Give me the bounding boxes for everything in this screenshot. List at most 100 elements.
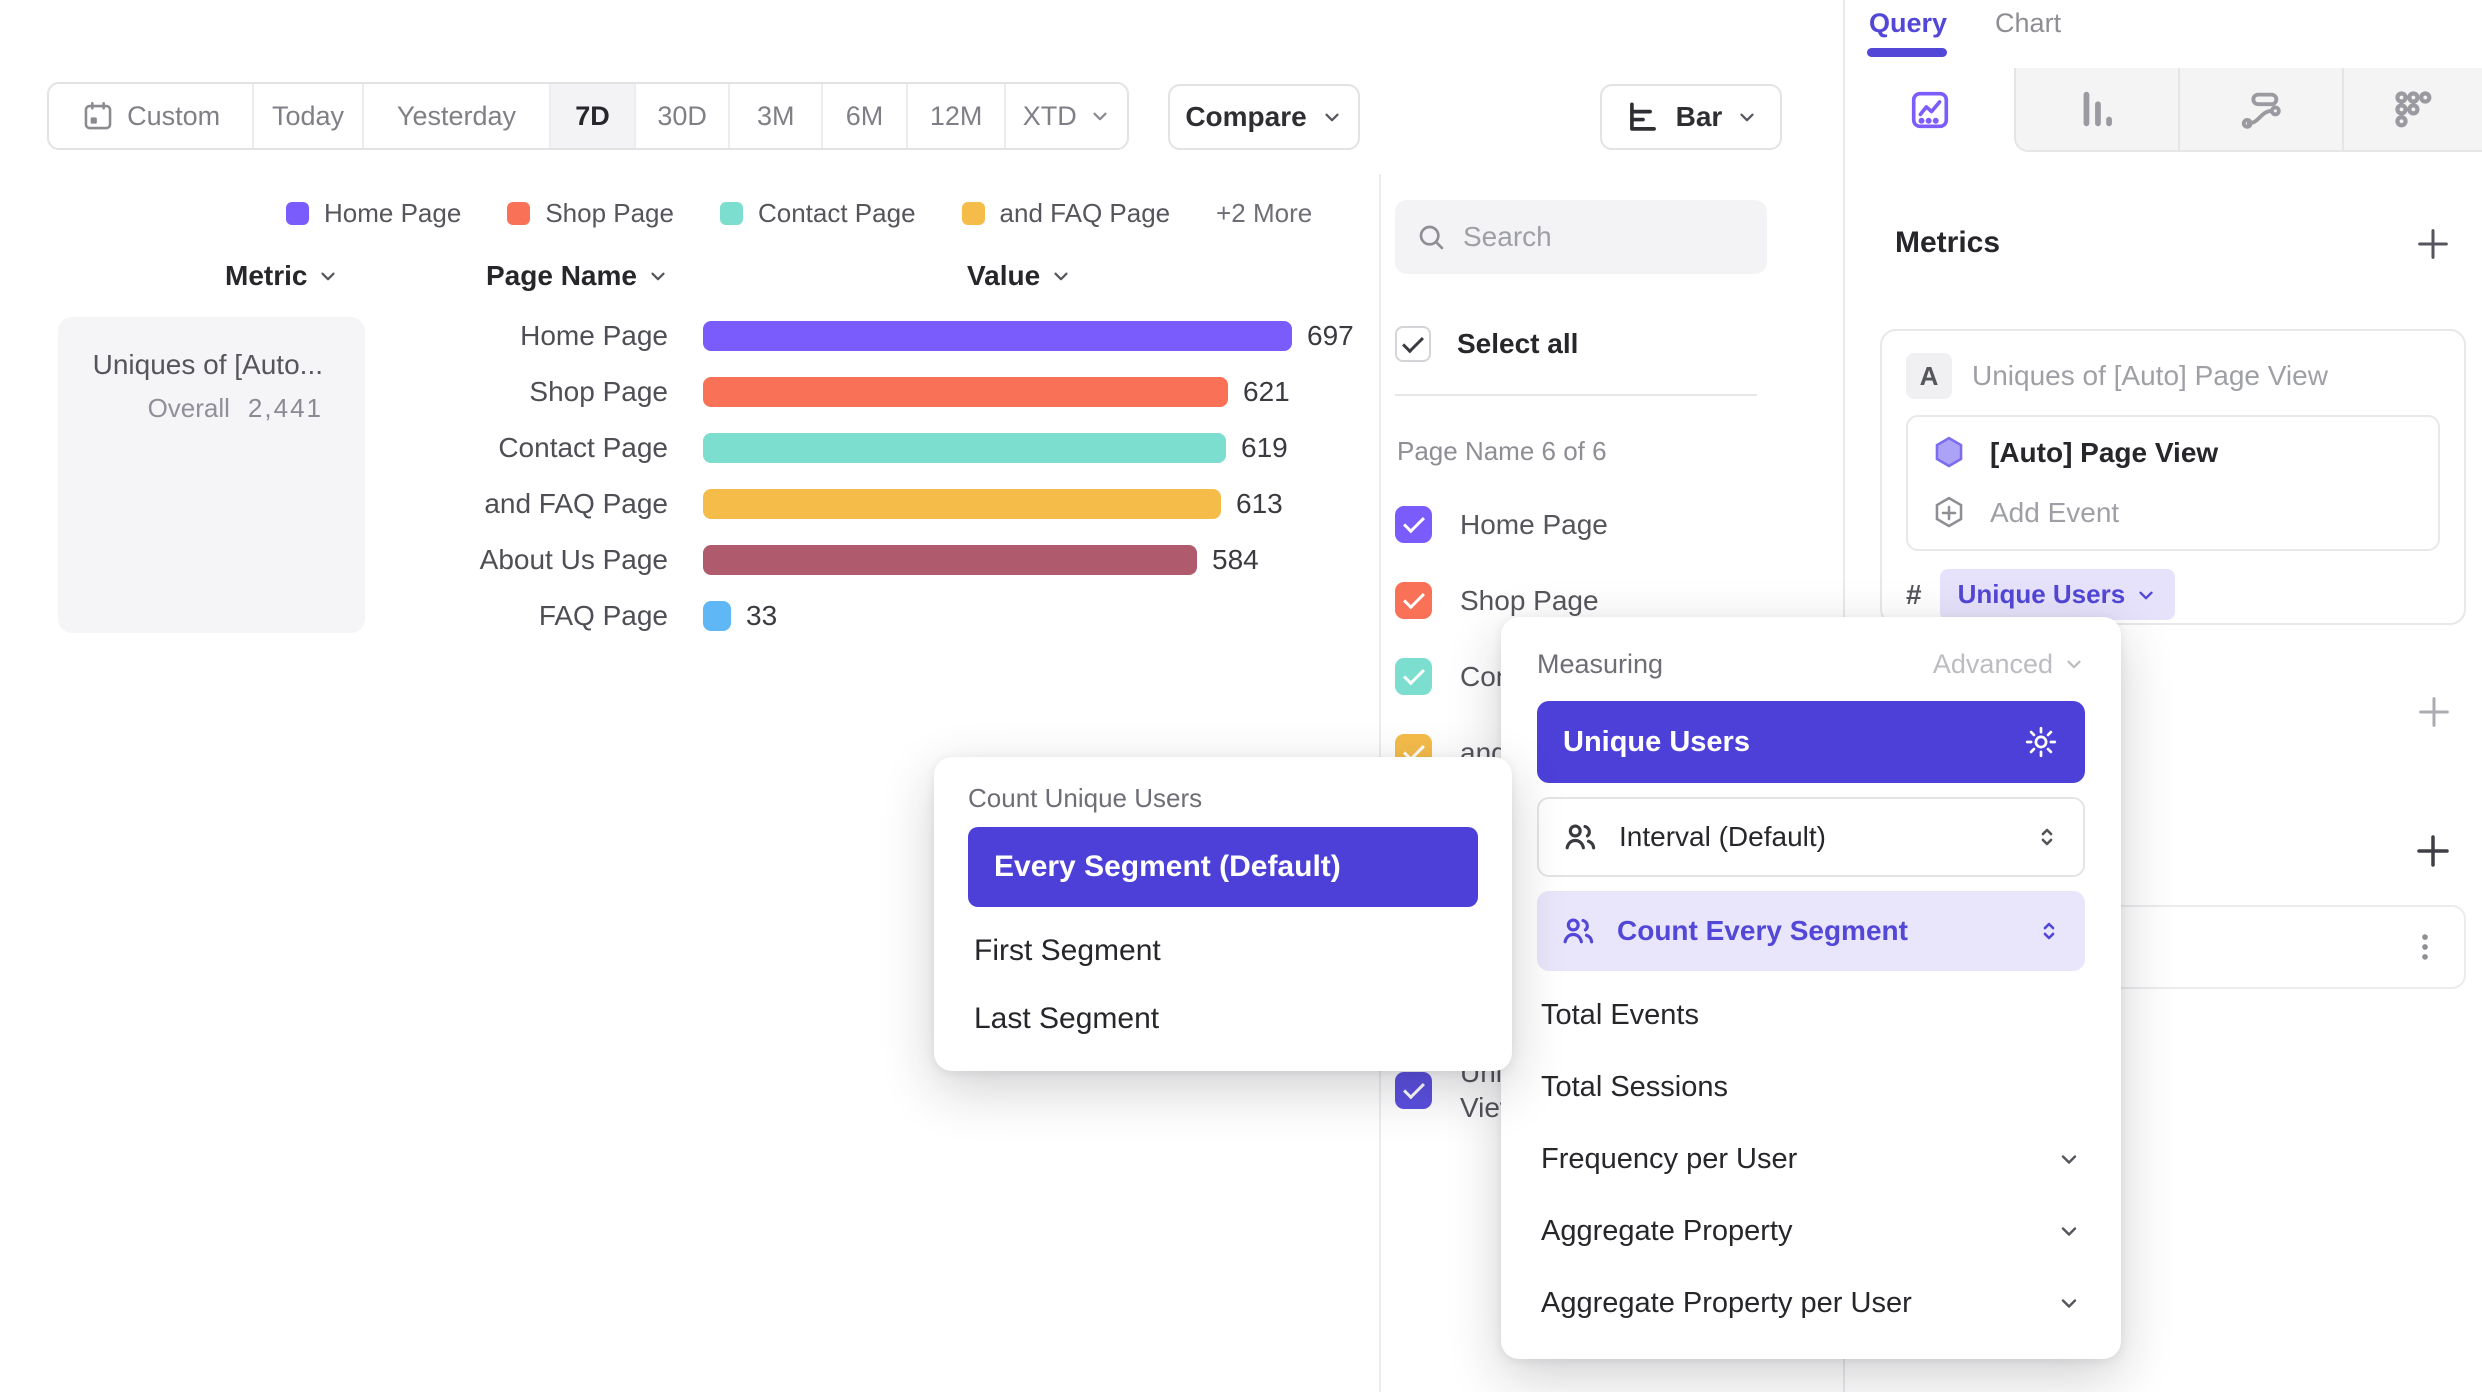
metric-title-row[interactable]: A Uniques of [Auto] Page View [1906,353,2440,399]
retention-icon [2395,91,2432,128]
legend-swatch [719,201,743,225]
checkbox[interactable] [1395,505,1432,543]
segment-option-first-segment[interactable]: First Segment [974,934,1161,967]
legend-swatch [286,201,309,225]
bar-category-label: Shop Page [529,376,668,407]
measuring-option-count-every-segment[interactable]: Count Every Segment [1537,891,2085,971]
legend-item[interactable]: Home Page [286,198,461,229]
count-unique-users-popup: Count Unique Users Every Segment (Defaul… [934,757,1512,1071]
bar[interactable] [703,601,731,631]
measuring-popup-header: Measuring Advanced [1537,647,2085,681]
date-range-yesterday[interactable]: Yesterday [364,84,552,148]
legend-swatch [507,201,531,225]
chevron-down-icon [2067,660,2081,669]
segment-option-every-segment-default-[interactable]: Every Segment (Default) [968,827,1478,907]
measuring-option-interval-default-[interactable]: Interval (Default) [1537,797,2085,877]
bar-category-label: About Us Page [479,544,668,575]
date-range-12m[interactable]: 12M [908,84,1007,148]
checkbox[interactable] [1395,657,1432,695]
metric-card-title: Uniques of [Auto... [92,349,323,380]
filter-item-home-page[interactable]: Home Page [1395,486,1825,562]
add-filter-button[interactable] [2414,692,2454,732]
aggregation-dropdown[interactable]: Unique Users [1939,569,2176,620]
checkbox[interactable] [1395,1071,1432,1109]
bar-category-label: Home Page [520,320,668,351]
legend-item[interactable]: and FAQ Page [961,198,1170,229]
legend-item[interactable]: Contact Page [719,198,916,229]
gear-icon[interactable] [2023,724,2059,760]
chevron-down-icon [2061,1155,2077,1164]
event-row[interactable]: [Auto] Page View [1930,433,2416,473]
measuring-option-total-events[interactable]: Total Events [1541,998,1699,1031]
bar[interactable] [703,545,1197,575]
date-range-30d[interactable]: 30D [636,84,731,148]
bar-category-label: and FAQ Page [484,488,668,519]
bar-category-label: FAQ Page [538,600,668,631]
people-icon [1563,918,1594,944]
bar-row: About Us Page 584 [380,532,1400,588]
metric-card[interactable]: Uniques of [Auto... Overall 2,441 [58,317,365,633]
chevron-down-icon [1093,112,1107,121]
legend-more[interactable]: +2 More [1216,197,1313,228]
segment-option-last-segment[interactable]: Last Segment [974,1002,1160,1035]
date-range-7d[interactable]: 7D [551,84,636,148]
bar[interactable] [703,433,1226,463]
horizontal-bar-chart-icon [1629,102,1656,131]
bar[interactable] [703,489,1221,519]
bar-value: 613 [1236,488,1283,519]
tab-chart[interactable]: Chart [1995,8,2062,38]
tab-flows[interactable] [2178,68,2342,152]
checkbox[interactable] [1395,581,1432,619]
plus-icon [2417,835,2449,867]
date-range-3m[interactable]: 3M [730,84,824,148]
measuring-option-frequency-per-user[interactable]: Frequency per User [1537,1123,2085,1195]
date-range-custom[interactable]: Custom [49,84,255,148]
measuring-option-total-sessions[interactable]: Total Sessions [1541,1070,1728,1103]
search-input[interactable] [1463,221,1713,253]
bar[interactable] [703,377,1228,407]
chevron-down-icon [2139,591,2153,599]
measuring-option-aggregate-property[interactable]: Aggregate Property [1537,1195,2085,1267]
compare-label: Compare [1185,101,1307,132]
bar-value: 697 [1307,320,1354,351]
number-type-icon: # [1906,578,1922,610]
filter-section-label: Page Name 6 of 6 [1397,436,1607,466]
add-event-hexagon-icon [1935,496,1963,528]
calendar-icon [84,101,112,130]
tab-funnels[interactable] [2014,68,2178,152]
bar-row: Home Page 697 [380,308,1400,364]
date-range-today[interactable]: Today [254,84,364,148]
chevron-down-icon [321,272,336,281]
date-range-toolbar: Custom Today Yesterday 7D 30D 3M 6M 12M XTD [47,82,1129,150]
legend-swatch [961,201,985,225]
select-all-row[interactable]: Select all [1395,326,1578,362]
chevron-down-icon [1740,113,1754,122]
tab-query[interactable]: Query [1866,8,1948,65]
column-header-value[interactable]: Value [967,260,1072,292]
bar-value: 619 [1241,432,1288,463]
people-icon [1565,824,1596,850]
measuring-option-aggregate-property-per-user[interactable]: Aggregate Property per User [1537,1267,2085,1339]
column-header-metric[interactable]: Metric [225,260,339,292]
filter-item-shop-page[interactable]: Shop Page [1395,562,1825,638]
legend-item[interactable]: Shop Page [507,198,674,229]
select-all-checkbox[interactable] [1395,326,1431,362]
add-metric-button[interactable] [2413,224,2453,264]
bar[interactable] [703,321,1292,351]
date-range-xtd[interactable]: XTD [1006,84,1127,148]
chart-type-button[interactable]: Bar [1600,84,1782,150]
column-header-page-name[interactable]: Page Name [486,260,669,292]
tab-insights[interactable] [1845,68,2014,152]
more-options-icon[interactable] [2408,930,2442,964]
tab-retention[interactable] [2342,68,2482,152]
chevron-down-icon [651,272,665,281]
compare-button[interactable]: Compare [1168,84,1360,150]
bar-category-label: Contact Page [498,432,668,463]
date-range-6m[interactable]: 6M [823,84,908,148]
add-breakdown-button[interactable] [2412,830,2454,872]
measuring-option-unique-users[interactable]: Unique Users [1537,701,2085,783]
advanced-dropdown[interactable]: Advanced [1933,649,2085,680]
add-event-button[interactable]: Add Event [1930,493,2416,533]
bar-value: 33 [746,600,778,631]
